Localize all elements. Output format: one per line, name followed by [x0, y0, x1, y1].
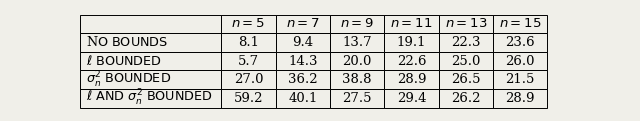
Text: 8.1: 8.1 — [238, 36, 259, 49]
Text: 5.7: 5.7 — [238, 55, 259, 68]
Bar — [330, 70, 384, 89]
Text: 28.9: 28.9 — [397, 73, 426, 86]
Bar — [384, 15, 438, 33]
Bar — [276, 89, 330, 108]
Text: $n = 11$: $n = 11$ — [390, 17, 433, 30]
Bar — [221, 33, 276, 52]
Text: $n = 9$: $n = 9$ — [340, 17, 374, 30]
Bar — [330, 89, 384, 108]
Bar — [276, 70, 330, 89]
Bar — [330, 52, 384, 70]
Text: 25.0: 25.0 — [451, 55, 481, 68]
Text: 22.6: 22.6 — [397, 55, 426, 68]
Text: 14.3: 14.3 — [288, 55, 317, 68]
Bar — [221, 70, 276, 89]
Text: 9.4: 9.4 — [292, 36, 314, 49]
Text: 26.0: 26.0 — [506, 55, 535, 68]
Bar — [221, 89, 276, 108]
Text: $\sigma_n^2$ $\mathsf{BOUNDED}$: $\sigma_n^2$ $\mathsf{BOUNDED}$ — [86, 70, 171, 90]
Text: 13.7: 13.7 — [342, 36, 372, 49]
Text: 27.5: 27.5 — [342, 92, 372, 105]
Text: N$\mathsf{O}$ $\mathsf{BOUNDS}$: N$\mathsf{O}$ $\mathsf{BOUNDS}$ — [86, 35, 168, 49]
Text: 26.2: 26.2 — [451, 92, 481, 105]
Text: $n = 13$: $n = 13$ — [445, 17, 487, 30]
Bar — [438, 70, 493, 89]
Text: 29.4: 29.4 — [397, 92, 426, 105]
Text: $\ell$ $\mathsf{BOUNDED}$: $\ell$ $\mathsf{BOUNDED}$ — [86, 54, 162, 68]
Bar — [493, 70, 547, 89]
Bar — [493, 89, 547, 108]
Bar — [80, 15, 221, 33]
Text: $\ell$ $\mathsf{AND}$ $\sigma_n^2$ $\mathsf{BOUNDED}$: $\ell$ $\mathsf{AND}$ $\sigma_n^2$ $\mat… — [86, 88, 212, 108]
Text: 28.9: 28.9 — [506, 92, 535, 105]
Bar — [384, 70, 438, 89]
Text: $n = 5$: $n = 5$ — [232, 17, 266, 30]
Text: 36.2: 36.2 — [288, 73, 317, 86]
Text: 59.2: 59.2 — [234, 92, 263, 105]
Text: 22.3: 22.3 — [451, 36, 481, 49]
Bar — [80, 70, 221, 89]
Bar — [438, 33, 493, 52]
Text: $n = 7$: $n = 7$ — [286, 17, 320, 30]
Text: $n = 15$: $n = 15$ — [499, 17, 541, 30]
Bar — [80, 89, 221, 108]
Bar — [330, 33, 384, 52]
Bar — [330, 15, 384, 33]
Bar — [438, 89, 493, 108]
Bar — [438, 15, 493, 33]
Bar — [493, 15, 547, 33]
Bar — [493, 52, 547, 70]
Text: 27.0: 27.0 — [234, 73, 263, 86]
Text: 20.0: 20.0 — [342, 55, 372, 68]
Text: 38.8: 38.8 — [342, 73, 372, 86]
Bar — [221, 15, 276, 33]
Bar — [493, 33, 547, 52]
Text: 23.6: 23.6 — [505, 36, 535, 49]
Text: 21.5: 21.5 — [506, 73, 535, 86]
Text: 26.5: 26.5 — [451, 73, 481, 86]
Bar — [276, 33, 330, 52]
Text: 40.1: 40.1 — [288, 92, 317, 105]
Bar — [276, 15, 330, 33]
Bar — [384, 52, 438, 70]
Bar — [80, 52, 221, 70]
Text: 19.1: 19.1 — [397, 36, 426, 49]
Bar — [384, 89, 438, 108]
Bar — [276, 52, 330, 70]
Bar — [438, 52, 493, 70]
Bar — [80, 33, 221, 52]
Bar — [384, 33, 438, 52]
Bar — [221, 52, 276, 70]
